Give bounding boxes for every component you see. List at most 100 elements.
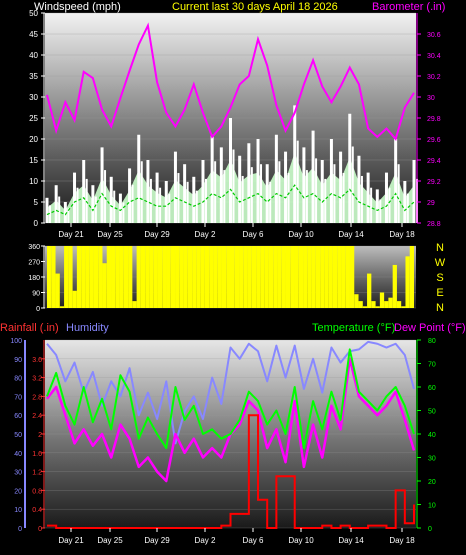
rain-x-tick-label: Day 29 [144, 536, 170, 545]
direction-bar [303, 246, 308, 308]
temperature-y-tick-label: 10 [428, 503, 436, 510]
direction-bar [68, 246, 73, 308]
direction-bar [268, 246, 274, 308]
direction-bar [192, 246, 197, 308]
humidity-line [46, 340, 415, 445]
direction-bar [111, 246, 116, 308]
temperature-title: Temperature (°F) [312, 322, 395, 334]
humidity-y-tick-label: 10 [14, 507, 22, 514]
barometer-y-tick-label: 29.6 [427, 137, 441, 144]
direction-bar [251, 246, 257, 308]
direction-bar [149, 246, 154, 308]
direction-bar [115, 246, 120, 308]
wind-x-tick-label: Day 21 [58, 230, 84, 239]
direction-bar [76, 246, 82, 308]
wind-y-tick-label: 15 [29, 156, 38, 165]
humidity-title: Humidity [66, 322, 109, 334]
direction-bar [409, 246, 414, 308]
compass-label: N [436, 242, 444, 254]
rain-x-tick-label: Day 2 [195, 536, 216, 545]
wind-y-tick-label: 10 [29, 177, 38, 186]
humidity-y-tick-label: 30 [14, 470, 22, 477]
barometer-y-tick-label: 30.2 [427, 74, 441, 81]
direction-y-tick-label: 270 [28, 260, 40, 267]
barometer-y-tick-label: 29.2 [427, 179, 441, 186]
wind-x-tick-label: Day 18 [389, 230, 415, 239]
date-title: Current last 30 days April 18 2026 [172, 1, 338, 13]
wind-avg-line [46, 184, 415, 216]
rain-x-tick-label: Day 10 [288, 536, 314, 545]
direction-bar [196, 246, 201, 308]
humidity-y-tick-label: 40 [14, 451, 22, 458]
wind-y-tick-label: 5 [34, 198, 39, 207]
rain-y-tick-label: 0.8 [32, 488, 42, 495]
direction-bar [209, 246, 214, 308]
direction-bar [166, 246, 171, 308]
direction-bar [98, 246, 103, 308]
direction-bar [307, 246, 312, 308]
direction-bar [358, 301, 363, 308]
barometer-line [46, 22, 415, 142]
direction-bar [396, 301, 402, 308]
wind-y-tick-label: 45 [29, 30, 38, 39]
barometer-y-tick-label: 30.4 [427, 53, 441, 60]
direction-bar [106, 246, 112, 308]
direction-bar [277, 246, 282, 308]
direction-bar [157, 246, 163, 308]
direction-bar [47, 246, 52, 308]
direction-bar [85, 246, 90, 308]
direction-bar [371, 301, 376, 308]
direction-y-tick-label: 180 [28, 275, 40, 282]
wind-x-tick-label: Day 2 [195, 230, 216, 239]
direction-bar [281, 246, 286, 308]
dewpoint-title: Dew Point (°F) [394, 322, 466, 334]
humidity-y-tick-label: 20 [14, 488, 22, 495]
barometer-y-tick-label: 29.8 [427, 116, 441, 123]
direction-bar [51, 246, 56, 308]
direction-bar [345, 246, 350, 308]
direction-bar [239, 246, 244, 308]
direction-bar [123, 246, 129, 308]
direction-bar [349, 246, 355, 308]
direction-bar [93, 246, 99, 308]
direction-bar [273, 246, 278, 308]
direction-bar [102, 263, 107, 308]
direction-bar [230, 246, 235, 308]
direction-bar [405, 256, 410, 308]
direction-bar [132, 301, 137, 308]
direction-bar [179, 246, 184, 308]
rain-y-tick-label: 1.2 [32, 470, 42, 477]
rain-y-tick-label: 1.6 [32, 451, 42, 458]
humidity-y-tick-label: 70 [14, 394, 22, 401]
temperature-y-tick-label: 70 [428, 362, 436, 369]
rain-y-tick-label: 2 [38, 432, 42, 439]
direction-bar [388, 297, 393, 308]
temperature-y-tick-label: 80 [428, 338, 436, 345]
direction-bar [128, 246, 133, 308]
direction-bar [294, 246, 299, 308]
direction-bar [384, 301, 389, 308]
direction-bar [298, 246, 304, 308]
rainfall-line [47, 414, 415, 529]
wind-y-tick-label: 40 [29, 51, 38, 60]
humidity-y-tick-label: 90 [14, 357, 22, 364]
direction-bar [119, 246, 124, 308]
direction-bar [153, 246, 158, 308]
direction-bar [200, 246, 205, 308]
temperature-line [46, 348, 415, 450]
direction-bar [226, 246, 231, 308]
direction-bar [81, 246, 86, 308]
wind-title: Windspeed (mph) [34, 1, 121, 13]
direction-bar [328, 246, 333, 308]
direction-bar [140, 246, 146, 308]
direction-bar [315, 246, 321, 308]
direction-bar [64, 246, 69, 308]
rain-x-tick-label: Day 6 [243, 536, 264, 545]
direction-bar [72, 290, 77, 308]
rain-y-tick-label: 3.6 [32, 357, 42, 364]
rain-y-tick-label: 0 [38, 526, 42, 533]
direction-bar [170, 246, 176, 308]
barometer-y-tick-label: 30 [427, 95, 435, 102]
